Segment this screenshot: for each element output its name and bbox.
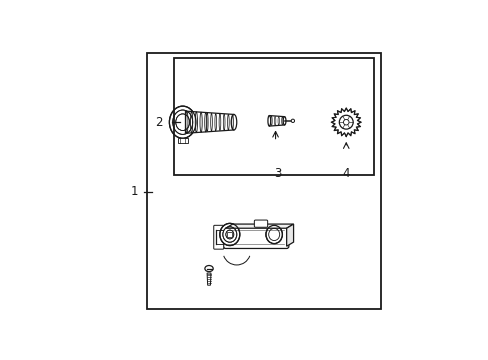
Polygon shape	[185, 111, 233, 133]
Polygon shape	[331, 108, 360, 136]
Bar	[174, 58, 373, 175]
Ellipse shape	[231, 114, 236, 130]
Bar	[177, 138, 187, 143]
Ellipse shape	[204, 266, 213, 271]
Polygon shape	[269, 116, 284, 126]
Bar	[146, 53, 380, 309]
FancyBboxPatch shape	[223, 226, 288, 248]
Polygon shape	[286, 224, 293, 246]
Ellipse shape	[169, 106, 196, 138]
Polygon shape	[207, 273, 210, 285]
Circle shape	[339, 115, 352, 129]
FancyBboxPatch shape	[213, 225, 224, 249]
Ellipse shape	[220, 223, 239, 246]
Ellipse shape	[283, 117, 285, 125]
Text: 1: 1	[130, 185, 138, 198]
Ellipse shape	[265, 225, 282, 244]
Text: 2: 2	[155, 116, 162, 129]
Circle shape	[291, 119, 294, 122]
Text: 3: 3	[274, 167, 282, 180]
Polygon shape	[330, 108, 361, 136]
FancyBboxPatch shape	[254, 220, 267, 227]
Text: 4: 4	[342, 167, 349, 180]
Ellipse shape	[267, 116, 270, 126]
Circle shape	[343, 120, 348, 125]
Bar	[227, 232, 232, 237]
Polygon shape	[225, 224, 293, 228]
